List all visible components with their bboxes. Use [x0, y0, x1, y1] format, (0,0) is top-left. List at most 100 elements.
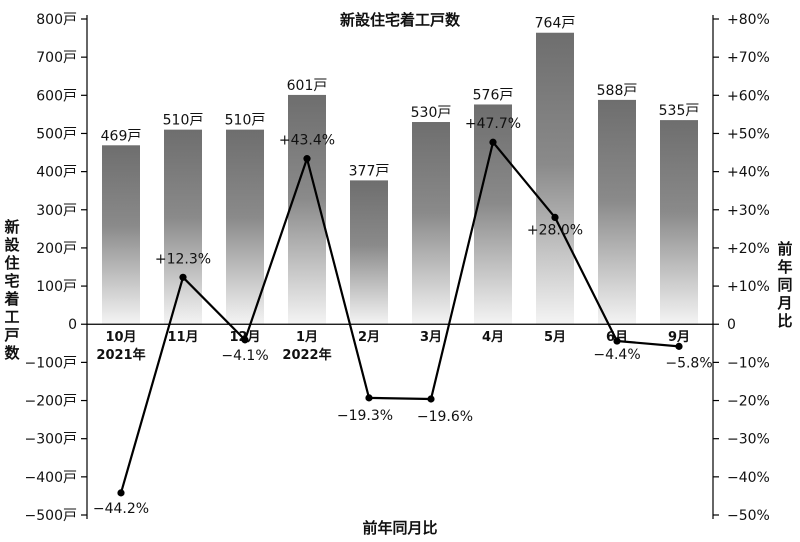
chart-title: 新設住宅着工戸数 [340, 11, 461, 29]
right-tick-label: +70% [727, 50, 770, 66]
yoy-point [303, 155, 311, 163]
axis-title-char: 宅 [4, 272, 19, 290]
axis-title-char: 工 [4, 308, 19, 326]
bar [412, 122, 450, 325]
yoy-point-label: −5.8% [665, 355, 712, 371]
yoy-point [613, 337, 621, 345]
left-tick-label: 300戸 [36, 203, 77, 219]
axis-title-char: 同 [777, 276, 792, 294]
left-tick-label: −500戸 [25, 508, 77, 524]
category-year-label: 2022年 [282, 347, 331, 363]
right-tick-label: +30% [727, 203, 770, 219]
left-ticks: 800戸 700戸 600戸 500戸 400戸 300戸 200戸 100戸 0 −100戸 −2… [25, 12, 87, 524]
right-tick-label: −30% [727, 432, 770, 448]
yoy-point [551, 213, 559, 221]
bar-value-label: 510戸 [225, 113, 266, 129]
left-axis-title: 新設住宅着工戸数 [3, 218, 20, 362]
yoy-point [489, 138, 497, 146]
yoy-point-label: −19.3% [337, 408, 393, 424]
yoy-point [427, 395, 435, 403]
bar [660, 120, 698, 325]
left-tick-label: −400戸 [25, 470, 77, 486]
bar [164, 129, 202, 325]
left-tick-label: −100戸 [25, 355, 77, 371]
bar-value-label: 576戸 [473, 87, 514, 103]
yoy-point-label: +28.0% [527, 222, 583, 238]
yoy-point-label: −44.2% [93, 501, 149, 517]
right-tick-label: −40% [727, 470, 770, 486]
left-tick-label: 400戸 [36, 165, 77, 181]
yoy-point [241, 336, 249, 344]
category-label: 9月 [668, 330, 690, 345]
bar-value-label: 469戸 [101, 128, 142, 144]
right-ticks: +80% +70% +60% +50% +40% +30% +20% +10% 0 −10% −20… [713, 12, 770, 524]
yoy-line [117, 138, 683, 497]
bar [350, 180, 388, 325]
right-tick-label: 0 [727, 317, 736, 333]
yoy-point-label: +47.7% [465, 116, 521, 132]
axis-title-char: 着 [3, 290, 19, 308]
left-tick-label: 600戸 [36, 88, 77, 104]
category-label: 11月 [167, 330, 198, 345]
right-axis-title: 前年同月比 [776, 240, 792, 330]
yoy-point [179, 273, 187, 281]
left-tick-label: 0 [68, 317, 77, 333]
left-tick-label: −200戸 [25, 394, 77, 410]
bar-value-label: 601戸 [287, 78, 328, 94]
point-labels: −44.2% +12.3% −4.1% +43.4% −19.3% −19.6% +47.7… [93, 116, 713, 517]
category-label: 3月 [420, 330, 442, 345]
bar [474, 104, 512, 325]
right-tick-label: +80% [727, 12, 770, 28]
axis-title-char: 年 [777, 258, 792, 276]
bar [102, 145, 140, 325]
bar-value-label: 588戸 [597, 83, 638, 99]
bar [598, 99, 636, 325]
bars [102, 32, 698, 325]
left-tick-label: 800戸 [36, 12, 77, 28]
category-label: 1月 [296, 330, 318, 345]
axis-title-char: 戸 [4, 326, 19, 344]
axis-title-char: 数 [4, 344, 20, 362]
category-labels: 10月2021年11月12月1月2022年2月3月4月5月6月9月 [96, 330, 690, 363]
category-label: 2月 [358, 330, 380, 345]
yoy-point-label: −4.1% [221, 348, 268, 364]
yoy-point-label: −19.6% [417, 409, 473, 425]
yoy-point-label: −4.4% [593, 347, 640, 363]
right-tick-label: −50% [727, 508, 770, 524]
bar-value-label: 377戸 [349, 163, 390, 179]
bar-labels: 469戸 510戸 510戸 601戸 377戸 530戸 576戸 764戸 588戸 535戸 [101, 16, 700, 180]
axis-title-char: 比 [777, 312, 792, 330]
left-tick-label: 700戸 [36, 50, 77, 66]
axis-title-char: 前 [777, 240, 792, 258]
left-tick-label: 100戸 [36, 279, 77, 295]
right-tick-label: +60% [727, 88, 770, 104]
yoy-point [675, 342, 683, 350]
category-label: 5月 [544, 330, 566, 345]
bar-value-label: 535戸 [659, 103, 700, 119]
category-year-label: 2021年 [96, 347, 145, 363]
bar-value-label: 510戸 [163, 113, 204, 129]
bar-value-label: 530戸 [411, 105, 452, 121]
axis-title-char: 住 [4, 254, 19, 272]
bar [226, 129, 264, 325]
left-tick-label: −300戸 [25, 432, 77, 448]
left-tick-label: 200戸 [36, 241, 77, 257]
axis-title-char: 設 [4, 236, 20, 254]
x-axis-title: 前年同月比 [362, 519, 437, 537]
axis-title-char: 月 [776, 294, 792, 312]
category-label: 10月 [105, 330, 136, 345]
right-tick-label: +20% [727, 241, 770, 257]
right-tick-label: +50% [727, 126, 770, 142]
bar [536, 32, 574, 325]
category-label: 4月 [482, 330, 504, 345]
right-tick-label: −20% [727, 394, 770, 410]
yoy-point [365, 394, 373, 402]
yoy-point-label: +12.3% [155, 251, 211, 267]
right-tick-label: +40% [727, 165, 770, 181]
right-tick-label: +10% [727, 279, 770, 295]
bar-value-label: 764戸 [535, 16, 576, 32]
yoy-point [117, 489, 125, 497]
axis-title-char: 新 [4, 218, 19, 236]
yoy-line-path [119, 141, 680, 494]
